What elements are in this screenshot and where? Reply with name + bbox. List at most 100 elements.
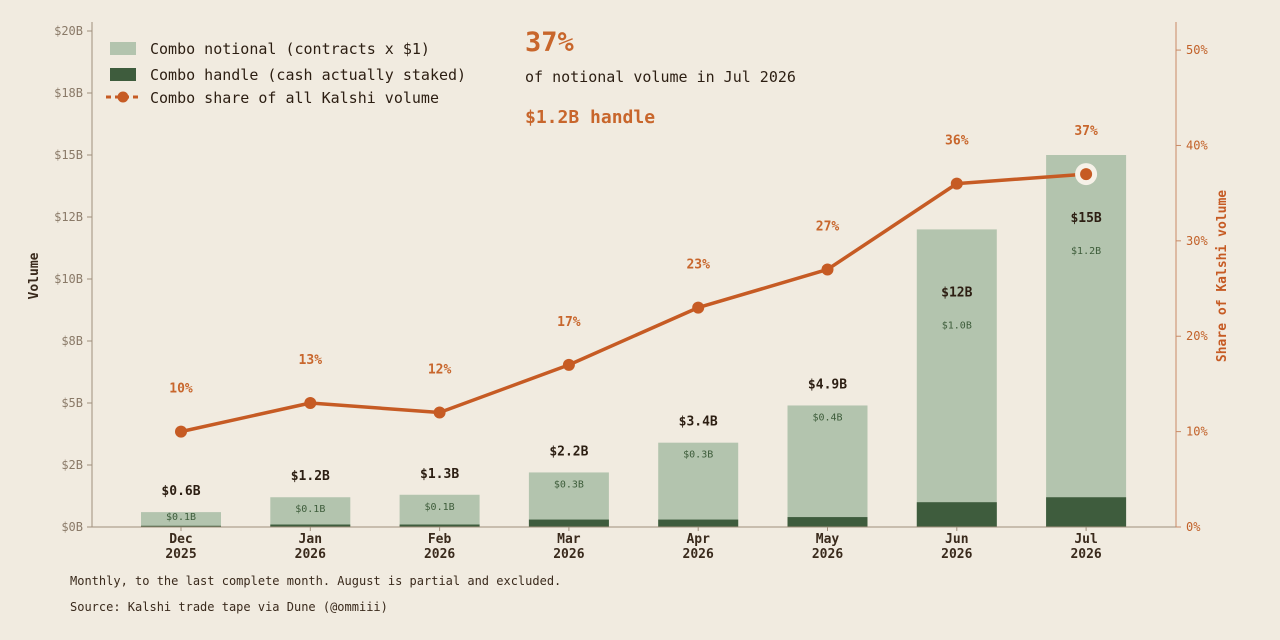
share-point-label: 12% [428, 363, 452, 378]
x-tick-label-month: May [816, 532, 840, 547]
x-tick-label-year: 2026 [424, 547, 455, 562]
share-point [950, 177, 963, 190]
legend-swatch-notional [110, 42, 136, 55]
bar-total-label: $1.2B [291, 469, 330, 484]
y-tick-label-left: $5B [61, 396, 83, 410]
y-tick-label-right: 0% [1186, 520, 1201, 534]
y-tick-label-left: $8B [61, 334, 83, 348]
bar-notional [916, 229, 997, 527]
y-tick-label-right: 30% [1186, 234, 1208, 248]
x-tick-label-year: 2026 [812, 547, 843, 562]
labels-layer: $0.6B $0.1B $1.2B $0.1B $1.3B $0.1B $2.2B $0.3B… [161, 124, 1101, 523]
share-line [180, 172, 1087, 434]
legend-label-handle: Combo handle (cash actually staked) [150, 66, 466, 84]
x-tick-label-year: 2026 [941, 547, 972, 562]
share-point [175, 425, 187, 438]
legend-label-share: Combo share of all Kalshi volume [150, 89, 439, 107]
x-tick-label-month: Jun [945, 532, 968, 547]
bar-handle-label: $1.0B [942, 320, 972, 331]
bar-handle [270, 524, 351, 527]
bar-total-label: $1.3B [420, 467, 459, 482]
bar-notional [270, 497, 351, 527]
legend-swatch-share-dot [117, 91, 129, 103]
x-tick-label-year: 2026 [1070, 547, 1101, 562]
bar-handle [916, 502, 997, 527]
bar-handle-label: $1.2B [1071, 246, 1101, 257]
bar-notional [1046, 155, 1127, 527]
y-tick-label-left: $15B [54, 148, 83, 162]
share-point [692, 301, 705, 314]
legend-label-notional: Combo notional (contracts x $1) [150, 40, 430, 58]
share-point [433, 406, 446, 419]
x-tick-label-year: 2026 [683, 547, 714, 562]
axes-layer: $0B $2B $5B $8B $10B $12B $15B $18B $20B 0% 10% 20%… [54, 22, 1208, 562]
x-tick-label-year: 2025 [165, 547, 196, 562]
callout-headline: 37% [525, 27, 575, 58]
callout-subtitle: of notional volume in Jul 2026 [525, 68, 796, 86]
share-point-label: 36% [945, 134, 969, 149]
share-line-layer [175, 163, 1098, 438]
bar-notional [141, 512, 221, 527]
callout: 37% of notional volume in Jul 2026 $1.2B… [525, 27, 796, 128]
x-tick-label-month: Mar [557, 532, 581, 547]
share-point-label: 10% [169, 382, 193, 397]
x-tick-label-month: Jan [299, 532, 322, 547]
y-tick-label-left: $2B [61, 458, 83, 472]
callout-handle: $1.2B handle [525, 107, 655, 128]
x-tick-label-year: 2026 [295, 547, 326, 562]
bar-handle [399, 524, 480, 527]
bar-handle-label: $0.4B [812, 412, 842, 423]
x-tick-label-month: Jul [1074, 532, 1097, 547]
bar-notional [399, 494, 480, 527]
bar-notional [787, 405, 868, 527]
share-point [304, 397, 317, 409]
footnote-source: Source: Kalshi trade tape via Dune (@omm… [70, 600, 388, 614]
bar-total-label: $4.9B [808, 377, 847, 392]
share-point-label: 23% [686, 258, 710, 273]
y-tick-label-right: 10% [1186, 425, 1208, 439]
bar-total-label: $2.2B [549, 444, 588, 459]
bar-total-label: $15B [1070, 211, 1101, 226]
bar-handle-label: $0.3B [554, 479, 584, 490]
bar-handle [1046, 497, 1127, 527]
bar-notional [658, 442, 739, 527]
x-tick-label-year: 2026 [553, 547, 584, 562]
bar-handle [528, 519, 609, 527]
legend-swatch-handle [110, 68, 136, 81]
share-point-label: 37% [1074, 124, 1098, 139]
bar-handle [787, 517, 868, 527]
y-axis-title-left: Volume [27, 252, 42, 299]
y-tick-label-left: $10B [54, 272, 83, 286]
bar-total-label: $12B [941, 285, 972, 300]
bar-handle [141, 525, 221, 527]
footnote-method: Monthly, to the last complete month. Aug… [70, 574, 561, 588]
y-tick-label-left: $18B [54, 86, 83, 100]
share-point-label: 27% [816, 219, 840, 234]
bars-layer [141, 155, 1127, 527]
x-tick-label-month: Dec [169, 532, 192, 547]
y-tick-label-right: 20% [1186, 329, 1208, 343]
share-point [562, 358, 575, 371]
y-tick-label-left: $0B [61, 520, 83, 534]
y-tick-label-right: 40% [1186, 138, 1208, 152]
x-tick-label-month: Apr [686, 532, 710, 547]
bar-notional [528, 472, 609, 527]
bar-handle-label: $0.1B [295, 504, 325, 515]
y-tick-label-right: 50% [1186, 43, 1208, 57]
share-point-label: 13% [299, 353, 323, 368]
share-point [1080, 168, 1093, 181]
bar-handle [658, 519, 739, 527]
y-tick-label-left: $20B [54, 24, 83, 38]
bar-total-label: $0.6B [161, 484, 200, 499]
bar-handle-label: $0.1B [166, 512, 196, 523]
x-tick-label-month: Feb [428, 532, 452, 547]
bar-handle-label: $0.3B [683, 450, 713, 461]
bar-handle-label: $0.1B [425, 502, 455, 513]
share-point-label: 17% [557, 315, 581, 330]
y-tick-label-left: $12B [54, 210, 83, 224]
y-axis-title-right: Share of Kalshi volume [1215, 190, 1230, 362]
share-point [821, 263, 834, 276]
bar-total-label: $3.4B [679, 415, 718, 430]
legend: Combo notional (contracts x $1) Combo ha… [106, 40, 466, 107]
